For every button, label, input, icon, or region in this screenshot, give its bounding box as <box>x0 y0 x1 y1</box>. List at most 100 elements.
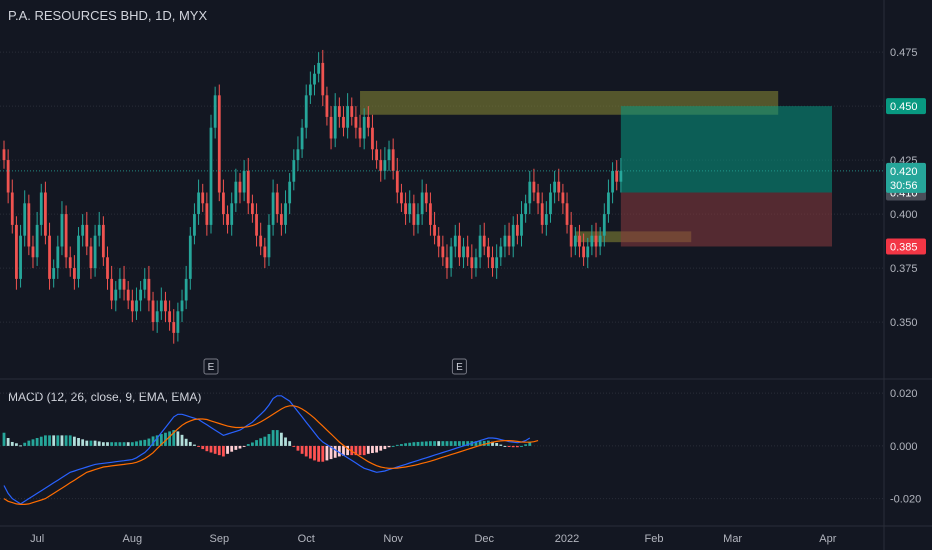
earnings-marker[interactable] <box>451 358 467 375</box>
candle[interactable] <box>23 203 27 236</box>
candle[interactable] <box>238 181 242 193</box>
candle[interactable] <box>255 214 258 236</box>
candle[interactable] <box>110 278 114 301</box>
candle[interactable] <box>172 322 176 333</box>
candle[interactable] <box>6 160 10 193</box>
candle[interactable] <box>89 246 93 269</box>
candle[interactable] <box>15 224 18 279</box>
candle[interactable] <box>337 106 341 117</box>
candle[interactable] <box>466 246 470 258</box>
candle[interactable] <box>549 192 552 215</box>
candle[interactable] <box>279 214 283 225</box>
candle[interactable] <box>333 106 337 139</box>
candle[interactable] <box>408 203 412 215</box>
candle[interactable] <box>271 192 275 225</box>
candle[interactable] <box>491 257 494 269</box>
candle[interactable] <box>362 116 366 139</box>
candle[interactable] <box>106 257 109 279</box>
candle[interactable] <box>56 246 60 269</box>
candle[interactable] <box>366 116 370 128</box>
candle[interactable] <box>424 192 428 204</box>
candle[interactable] <box>387 149 391 161</box>
candle[interactable] <box>565 203 569 225</box>
candle[interactable] <box>532 181 536 193</box>
candle[interactable] <box>540 203 544 225</box>
candle[interactable] <box>10 192 14 225</box>
candle[interactable] <box>375 149 378 161</box>
candle[interactable] <box>383 160 387 171</box>
candle[interactable] <box>188 235 192 279</box>
candle[interactable] <box>317 62 321 74</box>
candle[interactable] <box>557 181 561 193</box>
candle[interactable] <box>524 203 528 215</box>
candle[interactable] <box>586 246 590 258</box>
candle[interactable] <box>602 214 606 236</box>
candle[interactable] <box>118 278 122 290</box>
candle[interactable] <box>437 235 441 247</box>
candle[interactable] <box>507 235 511 247</box>
candle[interactable] <box>217 95 221 193</box>
candle[interactable] <box>101 224 105 258</box>
candle[interactable] <box>400 192 403 204</box>
candle[interactable] <box>267 224 271 258</box>
candle[interactable] <box>246 170 250 204</box>
candle[interactable] <box>395 170 399 193</box>
candle[interactable] <box>184 278 188 301</box>
candle[interactable] <box>44 192 47 236</box>
candle[interactable] <box>354 116 358 128</box>
candle[interactable] <box>114 289 118 301</box>
candle[interactable] <box>482 235 486 247</box>
candle[interactable] <box>60 214 64 247</box>
candle[interactable] <box>296 149 300 161</box>
candle[interactable] <box>445 257 449 269</box>
candle[interactable] <box>590 235 594 247</box>
candle[interactable] <box>544 214 548 225</box>
candle[interactable] <box>449 246 453 269</box>
candle[interactable] <box>263 246 267 258</box>
candle[interactable] <box>470 257 474 269</box>
candle[interactable] <box>230 203 234 225</box>
earnings-marker[interactable] <box>203 358 219 375</box>
candle[interactable] <box>126 289 130 301</box>
candle[interactable] <box>607 192 610 215</box>
candle[interactable] <box>308 84 312 96</box>
candle[interactable] <box>358 127 362 139</box>
target-zone[interactable] <box>620 106 832 193</box>
candle[interactable] <box>313 73 316 85</box>
candle[interactable] <box>453 235 457 247</box>
candle[interactable] <box>27 203 31 247</box>
candle[interactable] <box>2 149 6 161</box>
candle[interactable] <box>213 95 217 128</box>
candle[interactable] <box>528 181 532 204</box>
candle[interactable] <box>52 268 56 279</box>
candle[interactable] <box>288 181 292 204</box>
candle[interactable] <box>35 224 39 258</box>
candle[interactable] <box>143 278 147 290</box>
candle[interactable] <box>462 246 465 258</box>
candle[interactable] <box>433 224 436 236</box>
candle[interactable] <box>292 160 296 182</box>
candle[interactable] <box>155 311 159 323</box>
candle[interactable] <box>251 203 254 215</box>
candle[interactable] <box>474 257 478 269</box>
candle[interactable] <box>511 224 515 247</box>
candle[interactable] <box>441 246 445 258</box>
candle[interactable] <box>619 170 623 182</box>
candle[interactable] <box>147 278 151 301</box>
candle[interactable] <box>77 235 80 279</box>
candle[interactable] <box>193 214 196 236</box>
candle[interactable] <box>180 300 184 312</box>
candle[interactable] <box>371 127 374 150</box>
candle[interactable] <box>329 116 333 139</box>
candle[interactable] <box>495 257 499 269</box>
candle[interactable] <box>515 224 519 236</box>
candle[interactable] <box>159 300 163 312</box>
candle[interactable] <box>429 203 432 225</box>
candle[interactable] <box>553 181 557 193</box>
candle[interactable] <box>300 127 304 150</box>
candle[interactable] <box>168 311 171 323</box>
candle[interactable] <box>478 235 482 258</box>
stop-zone[interactable] <box>620 192 832 247</box>
candle[interactable] <box>85 224 89 247</box>
candle[interactable] <box>458 235 461 258</box>
